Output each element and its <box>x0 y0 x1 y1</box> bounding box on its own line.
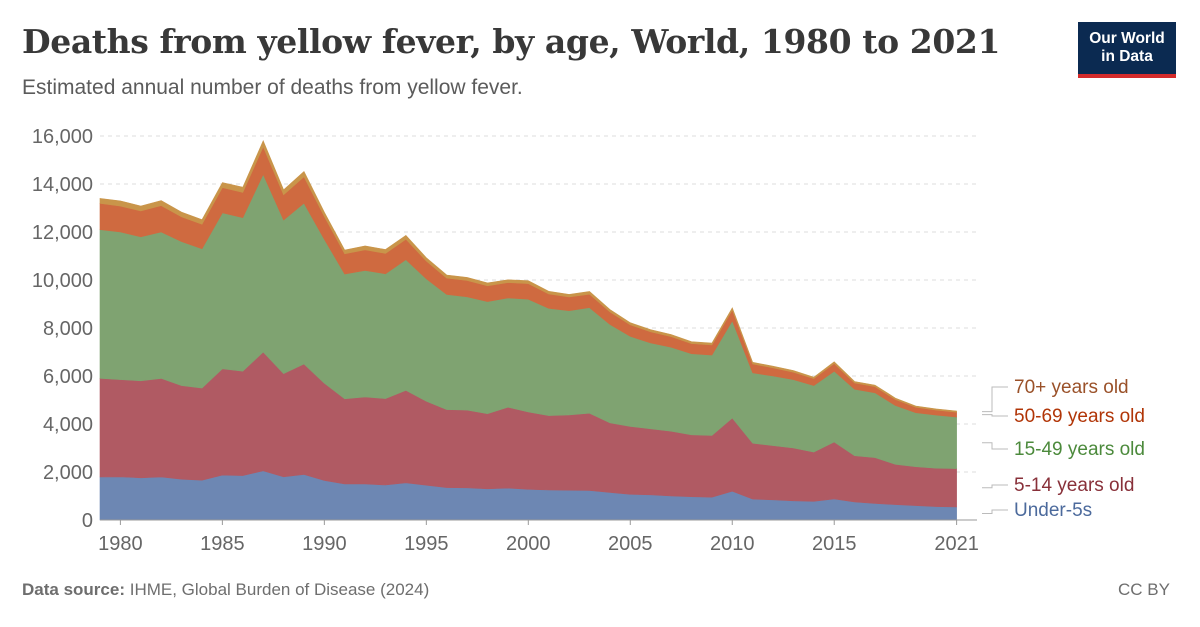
y-tick-label: 8,000 <box>43 318 93 340</box>
logo-line-2: in Data <box>1101 48 1153 65</box>
y-tick-label: 0 <box>82 510 93 532</box>
legend-connector <box>982 442 1008 450</box>
x-tick-label: 2005 <box>608 533 653 555</box>
axes: 0 2,000 4,000 6,000 8,000 10,000 12,000 14,000 1… <box>32 126 979 555</box>
legend-connector <box>982 386 1008 413</box>
logo-accent-bar <box>1078 74 1176 78</box>
y-tick-label: 14,000 <box>32 174 93 196</box>
legend: Under-5s 5-14 years old 15-49 years old 50-… <box>982 377 1145 521</box>
legend-connector <box>982 484 1008 489</box>
legend-label[interactable]: 70+ years old <box>1014 377 1129 398</box>
y-tick-label: 12,000 <box>32 222 93 244</box>
legend-connector <box>982 414 1008 417</box>
y-tick-label: 10,000 <box>32 270 93 292</box>
owid-logo[interactable]: Our World in Data <box>1078 22 1176 78</box>
legend-label[interactable]: 50-69 years old <box>1014 406 1145 427</box>
license-link[interactable]: CC BY <box>1118 580 1170 599</box>
y-tick-label: 16,000 <box>32 126 93 148</box>
data-source: Data source: IHME, Global Burden of Dise… <box>22 580 429 600</box>
y-tick-label: 2,000 <box>43 462 93 484</box>
x-tick-label: 2010 <box>710 533 755 555</box>
legend-label[interactable]: 15-49 years old <box>1014 439 1145 460</box>
x-tick-label: 1990 <box>302 533 347 555</box>
legend-label[interactable]: 5-14 years old <box>1014 475 1134 496</box>
legend-connector <box>982 509 1008 514</box>
x-tick-label: 2000 <box>506 533 551 555</box>
chart-subtitle: Estimated annual number of deaths from y… <box>22 76 523 99</box>
x-tick-label: 1980 <box>98 533 143 555</box>
legend-label[interactable]: Under-5s <box>1014 500 1092 521</box>
data-source-text: IHME, Global Burden of Disease (2024) <box>129 580 430 599</box>
x-tick-label: 2015 <box>812 533 857 555</box>
y-tick-label: 4,000 <box>43 414 93 436</box>
y-tick-label: 6,000 <box>43 366 93 388</box>
x-tick-label: 2021 <box>934 533 979 555</box>
area-70-years-old[interactable] <box>99 140 957 413</box>
logo-line-1: Our World <box>1089 30 1165 47</box>
area-series <box>99 140 957 521</box>
x-tick-label: 1985 <box>200 533 245 555</box>
chart-title: Deaths from yellow fever, by age, World,… <box>22 22 1001 61</box>
data-source-label: Data source: <box>22 580 125 599</box>
x-tick-label: 1995 <box>404 533 449 555</box>
